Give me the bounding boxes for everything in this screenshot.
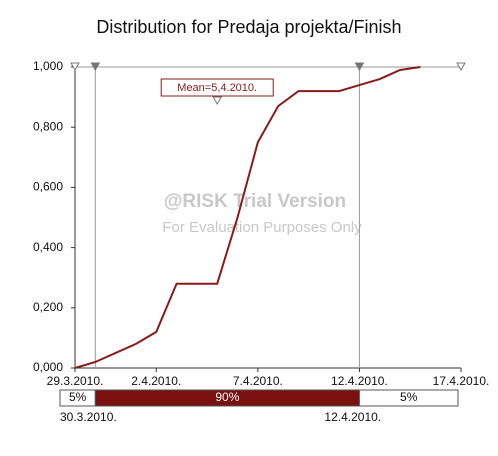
- watermark: For Evaluation Purposes Only: [162, 219, 362, 236]
- delimiter-label: 30.3.2010.: [60, 410, 117, 424]
- range-marker: [456, 62, 466, 72]
- band-label: 5%: [69, 390, 87, 404]
- mean-marker: [212, 96, 223, 106]
- mean-label: Mean=5,4.2010.: [177, 82, 257, 94]
- y-tick-label: 0,800: [33, 119, 63, 133]
- y-tick-label: 0,600: [33, 180, 63, 194]
- x-tick-label: 17.4.2010.: [433, 374, 490, 388]
- y-tick-label: 0,400: [33, 240, 63, 254]
- y-tick-label: 0,200: [33, 300, 63, 314]
- delimiter-marker: [354, 62, 365, 72]
- range-marker: [70, 62, 80, 72]
- watermark: @RISK Trial Version: [164, 191, 346, 212]
- cdf-line: [74, 66, 421, 369]
- band-label: 5%: [400, 390, 418, 404]
- x-tick-label: 7.4.2010.: [233, 374, 283, 388]
- delimiter-marker: [90, 62, 101, 72]
- y-tick-label: 0,000: [33, 360, 63, 374]
- chart-title: Distribution for Predaja projekta/Finish: [96, 17, 401, 37]
- x-tick-label: 2.4.2010.: [131, 374, 181, 388]
- band-label: 90%: [215, 390, 239, 404]
- delimiter-label: 12.4.2010.: [324, 410, 381, 424]
- y-tick-label: 1,000: [33, 59, 63, 73]
- x-tick-label: 29.3.2010.: [47, 374, 104, 388]
- band-right: [358, 389, 459, 407]
- x-tick-label: 12.4.2010.: [331, 374, 388, 388]
- mean-label-box: [160, 78, 274, 97]
